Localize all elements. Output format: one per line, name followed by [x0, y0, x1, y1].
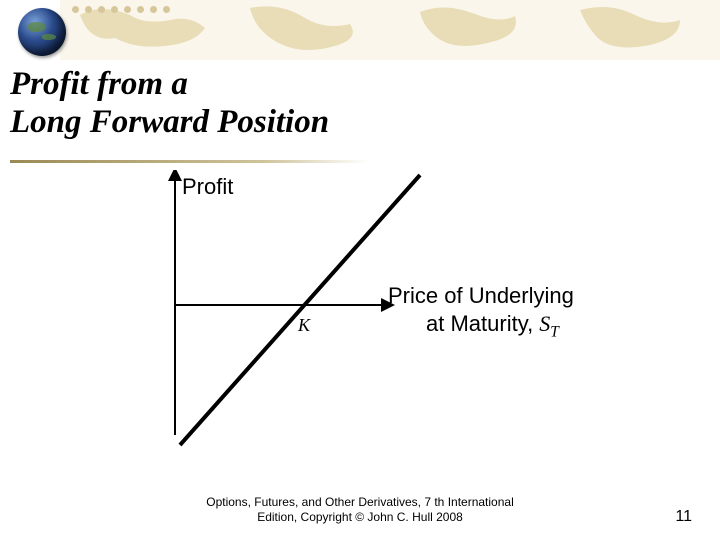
x-axis-label-prefix: at Maturity,	[426, 311, 539, 336]
page-number: 11	[675, 508, 692, 526]
x-axis-label-line1: Price of Underlying	[388, 282, 574, 310]
x-axis-label: Price of Underlying at Maturity, ST	[388, 282, 574, 341]
footer-line-2: Edition, Copyright © John C. Hull 2008	[0, 510, 720, 526]
footer-citation: Options, Futures, and Other Derivatives,…	[0, 495, 720, 526]
title-line-1: Profit from a	[10, 66, 329, 104]
title-line-2: Long Forward Position	[10, 104, 329, 142]
k-label: K	[298, 315, 310, 336]
x-axis-label-subscript: T	[550, 323, 559, 340]
title-underline	[10, 160, 370, 163]
header-banner	[0, 0, 720, 60]
footer-line-1: Options, Futures, and Other Derivatives,…	[0, 495, 720, 511]
y-axis-label: Profit	[182, 174, 233, 200]
decorative-dots	[72, 6, 170, 13]
x-axis-label-line2: at Maturity, ST	[388, 310, 574, 342]
payoff-line	[180, 175, 420, 445]
x-axis-label-symbol: S	[539, 311, 550, 336]
globe-icon	[18, 8, 66, 56]
payoff-chart: Profit Price of Underlying at Maturity, …	[130, 170, 630, 470]
slide-title: Profit from a Long Forward Position	[10, 66, 329, 142]
